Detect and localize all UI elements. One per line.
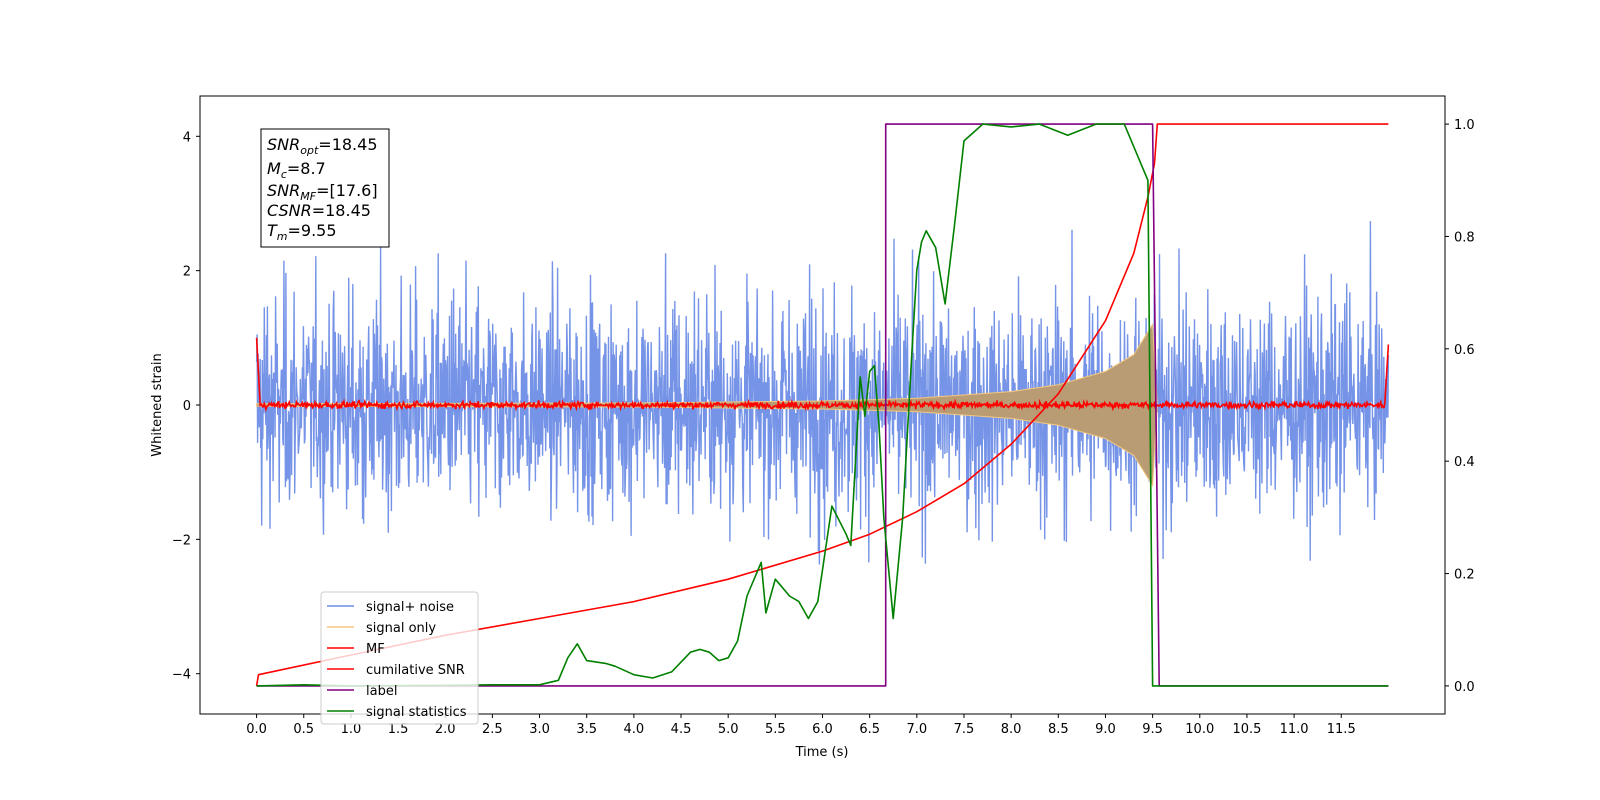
x-tick-label: 4.0 [624, 722, 645, 737]
annotation-snr-mf: SNRMF=[17.6] [267, 181, 378, 203]
y-tick-label-right: 1.0 [1454, 118, 1475, 133]
annotation-tm: Tm=9.55 [267, 221, 337, 243]
x-tick-label: 2.5 [482, 722, 503, 737]
annotation-mc: Mc=8.7 [267, 159, 326, 181]
x-tick-label: 6.0 [812, 722, 833, 737]
annotation-tm-sub: m [277, 230, 288, 243]
legend: signal+ noise signal only MF cumilative SNR… [320, 591, 479, 725]
annotation-snr-opt: SNRopt=18.45 [267, 135, 378, 157]
legend-entry: label [366, 684, 397, 699]
x-tick-label: 7.0 [906, 722, 927, 737]
legend-entry: signal+ noise [366, 600, 454, 615]
annotation-snr-opt-sub: opt [300, 144, 319, 157]
x-axis-label: Time (s) [795, 745, 849, 760]
x-tick-label: 11.5 [1327, 722, 1356, 737]
x-tick-label: 3.5 [576, 722, 597, 737]
y-tick-label-right: 0.4 [1454, 455, 1475, 470]
y-tick-label-right: 0.2 [1454, 568, 1475, 583]
legend-entry: signal statistics [366, 705, 467, 720]
x-tick-label: 7.5 [954, 722, 975, 737]
annotation-box: SNRopt=18.45 Mc=8.7 SNRMF=[17.6] CSNR=18… [260, 128, 390, 248]
y-tick-label-left: 0 [183, 399, 191, 414]
annotation-snr-mf-base: SNR [267, 181, 300, 200]
x-tick-label: 11.0 [1280, 722, 1309, 737]
x-tick-label: 0.5 [293, 722, 314, 737]
annotation-csnr-base: CSNR [267, 201, 312, 220]
annotation-snr-opt-value: =18.45 [318, 135, 377, 154]
y-tick-label-left: 2 [183, 265, 191, 280]
annotation-mc-sub: c [281, 168, 287, 181]
annotation-frame [260, 128, 390, 248]
annotation-tm-value: =9.55 [288, 221, 337, 240]
legend-entry: signal only [366, 621, 436, 636]
ticks-layer: 0.0 0.5 1.0 1.5 2.0 2.5 3.0 3.5 4.0 4.5 5.0 5.5 6.0 6… [172, 118, 1475, 737]
x-tick-label: 0.0 [246, 722, 267, 737]
legend-entry: cumilative SNR [366, 663, 465, 678]
annotation-csnr-value: =18.45 [312, 201, 371, 220]
x-tick-label: 8.0 [1001, 722, 1022, 737]
y-tick-label-right: 0.6 [1454, 343, 1475, 358]
y-tick-label-left: −4 [172, 668, 191, 683]
series-signal-noise-line [255, 221, 1390, 565]
x-tick-label: 4.5 [671, 722, 692, 737]
legend-frame [320, 591, 479, 725]
y-tick-label-right: 0.8 [1454, 230, 1475, 245]
x-tick-label: 1.5 [388, 722, 409, 737]
series-signal-statistics-line [256, 123, 1389, 687]
x-tick-label: 9.5 [1142, 722, 1163, 737]
annotation-tm-base: T [267, 221, 278, 240]
x-tick-label: 1.0 [341, 722, 362, 737]
x-tick-label: 10.5 [1232, 722, 1261, 737]
annotation-mc-value: =8.7 [287, 159, 326, 178]
x-tick-label: 10.0 [1185, 722, 1214, 737]
annotation-csnr: CSNR=18.45 [267, 201, 371, 220]
y-tick-label-left: 4 [183, 130, 191, 145]
annotation-mc-base: M [267, 159, 281, 178]
annotation-snr-opt-base: SNR [267, 135, 300, 154]
x-tick-label: 2.0 [435, 722, 456, 737]
x-tick-label: 3.0 [529, 722, 550, 737]
y-axis-label: Whitened strain [150, 353, 165, 456]
legend-entry: MF [366, 642, 385, 657]
x-tick-label: 5.5 [765, 722, 786, 737]
y-tick-label-right: 0.0 [1454, 680, 1475, 695]
x-tick-label: 6.5 [859, 722, 880, 737]
y-tick-label-left: −2 [172, 533, 191, 548]
x-tick-label: 9.0 [1095, 722, 1116, 737]
x-tick-label: 5.0 [718, 722, 739, 737]
x-tick-label: 8.5 [1048, 722, 1069, 737]
annotation-snr-mf-sub: MF [300, 190, 316, 203]
series-mf-line [255, 337, 1390, 413]
annotation-snr-mf-value: =[17.6] [316, 181, 378, 200]
